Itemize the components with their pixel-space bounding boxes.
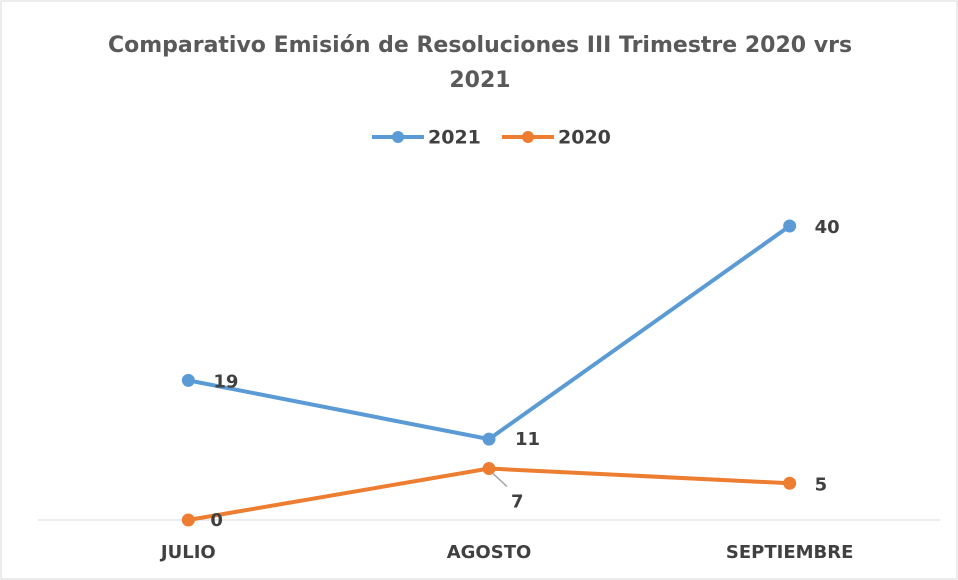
legend-label: 2020 — [558, 127, 611, 149]
x-tick-label: JULIO — [159, 542, 216, 563]
data-point — [783, 476, 797, 490]
data-label: 5 — [815, 474, 828, 495]
x-tick-label: SEPTIEMBRE — [726, 542, 854, 563]
legend-marker — [392, 131, 404, 143]
data-point — [181, 373, 195, 387]
x-tick-label: AGOSTO — [447, 542, 532, 563]
data-label: 40 — [815, 217, 840, 238]
data-label: 0 — [210, 510, 223, 531]
data-label: 11 — [515, 429, 540, 450]
data-point — [482, 462, 496, 476]
data-label: 7 — [511, 492, 524, 513]
data-point — [783, 219, 797, 233]
data-point — [181, 513, 195, 527]
chart-title: Comparativo Emisión de Resoluciones III … — [107, 33, 853, 93]
legend-marker — [522, 131, 534, 143]
data-point — [482, 432, 496, 446]
leader-line — [492, 473, 508, 488]
data-label: 19 — [213, 371, 238, 392]
legend-label: 2021 — [428, 127, 481, 149]
